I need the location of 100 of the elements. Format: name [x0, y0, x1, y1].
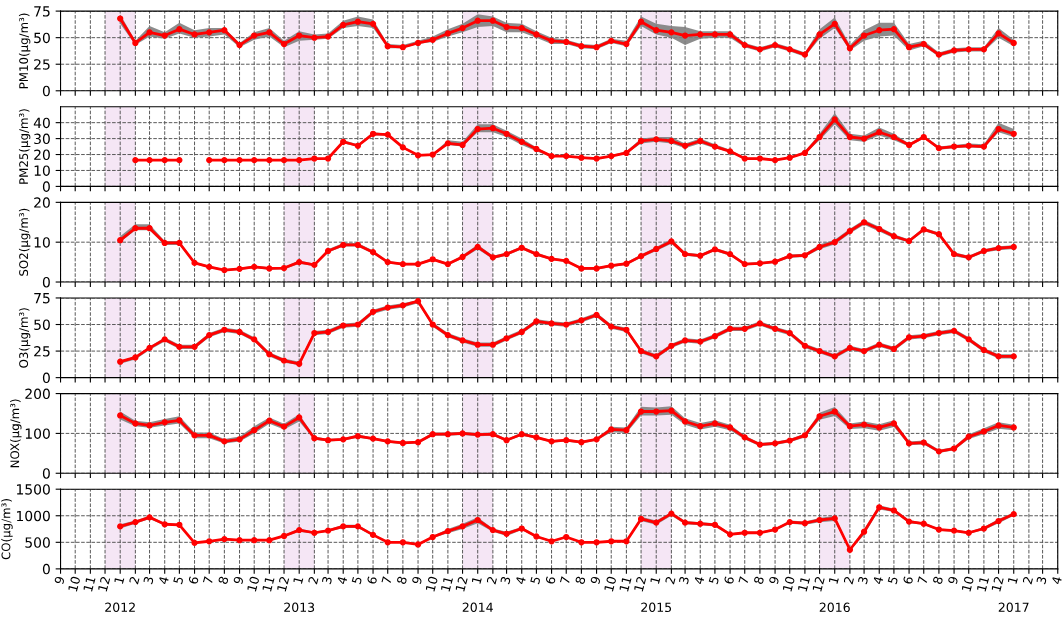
y-tick-label: 75 [34, 293, 50, 304]
x-tick-label: 9 [947, 576, 959, 585]
point [399, 144, 407, 151]
x-tick-label: 12 [812, 576, 825, 592]
text: 2017 [998, 602, 1029, 613]
x-tick-label: 5 [887, 576, 899, 585]
x-tick-label: 4 [693, 575, 705, 585]
y-tick-label: 500 [25, 537, 50, 548]
x-tick-label: 2 [1022, 576, 1033, 585]
y-axis-title: O3(μg/m³) [18, 308, 31, 368]
point [1010, 130, 1017, 137]
x-tick-label: 5 [351, 576, 363, 585]
x-tick-label: 9 [233, 576, 244, 585]
x-tick-label: 4 [1051, 575, 1062, 585]
y-tick-label: 25 [34, 59, 50, 70]
x-tick-label: 11 [83, 576, 96, 592]
point [756, 155, 764, 162]
x-tick-label: 1 [293, 576, 304, 584]
point [860, 135, 868, 142]
x-tick-label: 1 [114, 576, 125, 584]
x-tick-label: 10 [603, 575, 617, 592]
y-tick-label: 50 [34, 319, 50, 330]
x-tick-label: 4 [336, 575, 348, 585]
point [221, 156, 228, 164]
point [831, 116, 838, 123]
point [161, 156, 168, 164]
x-tick-label: 6 [366, 575, 378, 585]
point [266, 156, 273, 164]
point [711, 143, 719, 150]
point [995, 125, 1002, 133]
x-tick-label: 6 [188, 575, 199, 585]
x-tick-label: 1 [650, 576, 661, 584]
text: 2015 [641, 602, 672, 613]
y-tick-label: 20 [34, 197, 50, 208]
point [876, 129, 883, 136]
y-axis-title: SO2(μg/m³) [18, 208, 31, 276]
x-tick-label: 5 [530, 576, 541, 585]
point [741, 155, 748, 162]
x-tick-label: 10 [425, 575, 439, 592]
x-tick-label: 3 [857, 576, 869, 585]
x-tick-label: 5 [173, 576, 184, 585]
x-tick-label: 10 [67, 575, 81, 592]
point [950, 143, 958, 150]
point [206, 156, 213, 164]
x-tick-label: 7 [381, 576, 392, 585]
x-tick-label: 12 [97, 576, 111, 592]
y-tick-label: 0 [42, 563, 50, 575]
point [965, 142, 972, 149]
text: 2016 [819, 602, 850, 613]
y-tick-label: 0 [42, 372, 50, 384]
point [474, 125, 481, 133]
point [311, 155, 318, 162]
x-tick-label: 11 [262, 576, 275, 592]
point [637, 137, 645, 145]
x-tick-label: 9 [590, 576, 601, 585]
y-axis-title: NOX(μg/m³) [10, 399, 22, 468]
point [578, 154, 585, 161]
point [786, 154, 793, 161]
point [146, 156, 153, 164]
x-tick-label: 8 [753, 576, 765, 585]
point [548, 152, 555, 160]
x-tick-label: 4 [158, 575, 169, 585]
point [132, 156, 139, 164]
y-tick-label: 10 [34, 237, 50, 248]
y-tick-label: 1500 [16, 484, 50, 495]
point [653, 136, 660, 143]
y-tick-label: 0 [42, 468, 50, 479]
x-tick-label: 8 [932, 576, 944, 585]
point [608, 152, 615, 160]
point [429, 151, 436, 158]
y-tick-label: 0 [42, 181, 50, 192]
x-tick-label: 12 [276, 576, 290, 592]
y-tick-label: 40 [33, 117, 50, 129]
x-tick-label: 9 [768, 576, 780, 585]
x-tick-label: 2 [664, 576, 676, 585]
x-tick-label: 11 [619, 576, 632, 592]
point [384, 131, 391, 138]
point [623, 149, 630, 157]
x-tick-label: 8 [574, 576, 586, 585]
point [518, 138, 525, 145]
x-tick-label: 10 [782, 575, 796, 592]
x-tick-label: 12 [455, 576, 468, 592]
x-tick-label: 6 [545, 575, 556, 585]
x-tick-label: 11 [976, 576, 989, 592]
y-tick-label: 1000 [16, 510, 50, 522]
y-tick-label: 100 [25, 428, 50, 439]
point [771, 156, 779, 164]
point [563, 152, 570, 160]
point [340, 138, 347, 145]
point [296, 156, 303, 164]
text: 2013 [284, 602, 315, 613]
y-tick-label: 75 [34, 6, 50, 17]
x-tick-label: 2 [128, 576, 140, 585]
y-tick-label: 50 [34, 32, 50, 44]
x-tick-label: 11 [797, 576, 810, 592]
y-axis-title: PM25(μg/m³) [18, 109, 31, 184]
point [801, 149, 809, 157]
x-tick-label: 12 [991, 576, 1004, 592]
point [697, 137, 704, 145]
x-tick-label: 8 [217, 576, 229, 585]
